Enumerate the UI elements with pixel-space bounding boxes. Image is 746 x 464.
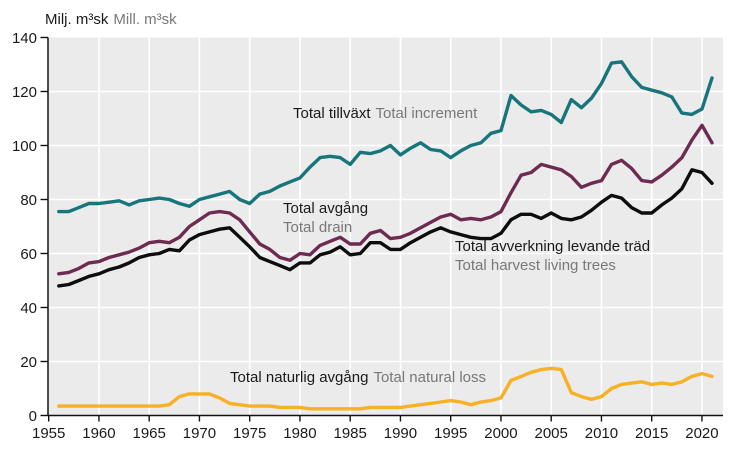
y-tick-label: 60 — [20, 246, 37, 263]
series-label-harvest-en: Total harvest living trees — [455, 257, 616, 274]
x-tick-label: 1975 — [233, 425, 266, 442]
x-tick-label: 1985 — [334, 425, 367, 442]
series-label-drain: Total avgång Total drain — [283, 199, 368, 237]
x-tick-label: 2020 — [685, 425, 718, 442]
x-tick-label: 1980 — [283, 425, 316, 442]
x-tick-label: 2015 — [635, 425, 668, 442]
x-tick-label: 1960 — [82, 425, 115, 442]
series-label-harvest-sv: Total avverkning levande träd — [455, 238, 651, 255]
y-tick-label: 0 — [29, 408, 37, 425]
x-tick-label: 2005 — [535, 425, 568, 442]
y-tick-label: 40 — [20, 300, 37, 317]
x-tick-label: 1970 — [183, 425, 216, 442]
y-tick-label: 20 — [20, 354, 37, 371]
y-tick-label: 120 — [12, 84, 37, 101]
x-tick-label: 2010 — [585, 425, 618, 442]
x-tick-label: 1990 — [384, 425, 417, 442]
y-tick-label: 80 — [20, 192, 37, 209]
series-label-increment-en: Total increment — [375, 105, 478, 122]
series-label-natural-loss: Total naturlig avgång Total natural loss — [230, 368, 486, 387]
series-line-natural_loss — [57, 366, 714, 411]
axis-tick-marks — [40, 36, 703, 422]
series-line-increment — [57, 60, 714, 214]
y-axis-title-sv: Milj. m³sk — [45, 11, 109, 28]
plot-background — [48, 37, 723, 416]
axis-tick-labels: 0 20 40 60 80 100 120 140 1955 1960 1965 1970 1975 19… — [12, 30, 719, 442]
series-label-natural-loss-en: Total natural loss — [373, 369, 486, 386]
y-axis-title-en: Mill. m³sk — [113, 11, 177, 28]
y-axis-unit-title: Milj. m³sk Mill. m³sk — [45, 11, 177, 28]
series-line-harvest — [57, 168, 714, 288]
series-label-increment-sv: Total tillväxt — [293, 105, 371, 122]
vertical-gridlines — [98, 37, 703, 416]
series-label-drain-sv: Total avgång — [283, 200, 369, 217]
series-label-natural-loss-sv: Total naturlig avgång — [230, 369, 369, 386]
x-tick-label: 1995 — [434, 425, 467, 442]
series-label-drain-en: Total drain — [283, 219, 353, 236]
series-label-increment: Total tillväxt Total increment — [293, 104, 477, 123]
y-tick-label: 140 — [12, 30, 37, 47]
x-tick-label: 1955 — [32, 425, 65, 442]
data-series-lines — [57, 60, 714, 411]
x-tick-label: 1965 — [133, 425, 166, 442]
series-line-drain — [57, 123, 714, 276]
x-tick-label: 2000 — [484, 425, 517, 442]
series-label-harvest: Total avverkning levande träd Total harve… — [455, 237, 650, 275]
y-tick-label: 100 — [12, 138, 37, 155]
